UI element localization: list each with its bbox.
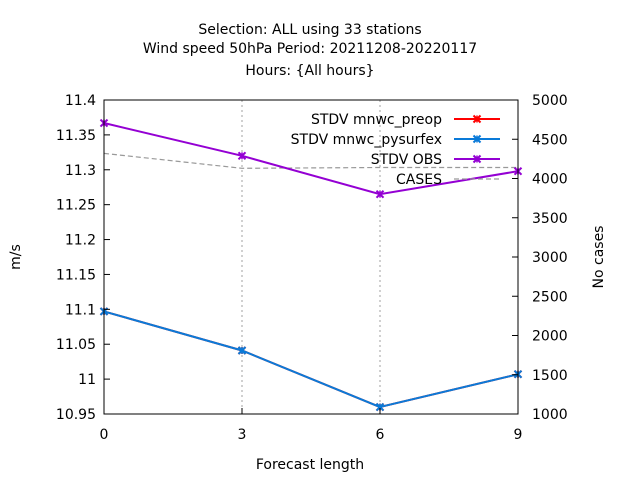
chart-title: Selection: ALL using 33 stations Wind sp… bbox=[143, 22, 477, 79]
series-line-stdv-mnwc-preop bbox=[103, 310, 519, 409]
x-tick-label: 3 bbox=[238, 427, 247, 443]
legend: STDV mnwc_preop STDV mnwc_pysurfex STDV OB… bbox=[291, 112, 500, 188]
y-tick-label: 11.05 bbox=[56, 337, 96, 353]
legend-label: STDV OBS bbox=[371, 152, 442, 168]
grid bbox=[241, 100, 381, 414]
x-tick-label: 0 bbox=[100, 427, 109, 443]
x-axis-label: Forecast length bbox=[256, 457, 364, 473]
legend-entry: STDV OBS bbox=[371, 152, 500, 168]
y2-tick-label: 5000 bbox=[532, 93, 568, 109]
axes: 10.95 11 11.05 11.1 11.15 11.2 11.25 11.3 11.35 1… bbox=[56, 93, 568, 443]
title-line-2: Wind speed 50hPa Period: 20211208-202201… bbox=[143, 41, 477, 57]
y-tick-label: 11.3 bbox=[65, 163, 96, 179]
y2-tick-label: 3500 bbox=[532, 211, 568, 227]
y-tick-label: 11.15 bbox=[56, 267, 96, 283]
y2-tick-label: 1500 bbox=[532, 368, 568, 384]
data-point bbox=[375, 189, 385, 199]
legend-marker bbox=[472, 154, 482, 164]
legend-label: STDV mnwc_pysurfex bbox=[291, 132, 442, 148]
series-layer bbox=[99, 118, 523, 412]
title-line-3: Hours: {All hours} bbox=[245, 63, 374, 79]
series-line-stdv-mnwc-pysurfex bbox=[103, 310, 519, 409]
legend-label: CASES bbox=[396, 172, 442, 188]
y2-tick-label: 4500 bbox=[532, 132, 568, 148]
y2-tick-label: 2500 bbox=[532, 289, 568, 305]
legend-label: STDV mnwc_preop bbox=[311, 112, 442, 128]
data-point bbox=[237, 151, 247, 161]
title-line-1: Selection: ALL using 33 stations bbox=[198, 22, 421, 38]
series-line-stdv-obs bbox=[103, 122, 519, 196]
y-axis-label: m/s bbox=[8, 244, 24, 270]
legend-marker bbox=[472, 134, 482, 144]
series-line-cases bbox=[103, 152, 518, 169]
x-tick-label: 9 bbox=[514, 427, 523, 443]
y-tick-label: 10.95 bbox=[56, 407, 96, 423]
y-tick-label: 11.35 bbox=[56, 128, 96, 144]
y2-tick-label: 4000 bbox=[532, 172, 568, 188]
y2-tick-label: 1000 bbox=[532, 407, 568, 423]
y2-tick-label: 3000 bbox=[532, 250, 568, 266]
legend-entry: STDV mnwc_pysurfex bbox=[291, 132, 500, 148]
legend-entry: CASES bbox=[396, 172, 500, 188]
y2-axis-label: No cases bbox=[591, 226, 607, 289]
y-tick-label: 11.2 bbox=[65, 233, 96, 249]
data-point bbox=[237, 346, 247, 355]
x-tick-label: 6 bbox=[376, 427, 385, 443]
series-cases bbox=[103, 152, 518, 169]
legend-marker bbox=[472, 114, 482, 124]
series-stdv-mnwc-pysurfex bbox=[99, 307, 523, 412]
series-stdv-mnwc-preop bbox=[99, 307, 523, 412]
y2-tick-label: 2000 bbox=[532, 329, 568, 345]
y-tick-label: 11.1 bbox=[65, 302, 96, 318]
legend-entry: STDV mnwc_preop bbox=[311, 112, 500, 128]
y-tick-label: 11.4 bbox=[65, 93, 96, 109]
y-tick-label: 11.25 bbox=[56, 198, 96, 214]
y-tick-label: 11 bbox=[78, 372, 96, 388]
